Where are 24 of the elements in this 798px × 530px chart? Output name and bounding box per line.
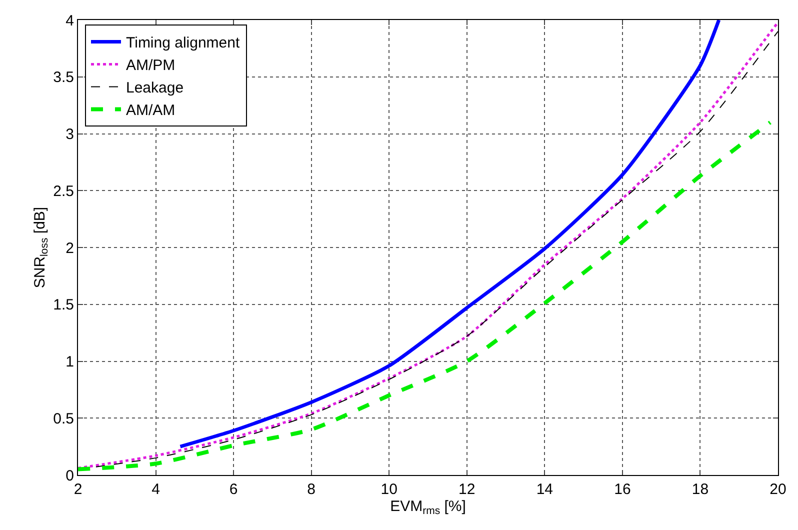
y-tick-label: 1 <box>66 354 74 370</box>
legend-label: AM/PM <box>126 57 176 74</box>
legend-label: AM/AM <box>126 102 176 120</box>
x-tick-label: 12 <box>458 481 476 498</box>
x-tick-label: 14 <box>536 481 554 498</box>
legend-label: Leakage <box>126 80 184 97</box>
x-tick-label: 6 <box>229 481 238 498</box>
y-tick-label: 0.5 <box>53 410 74 428</box>
y-tick-label: 0 <box>66 467 74 484</box>
x-tick-label: 10 <box>380 481 398 498</box>
x-tick-label: 18 <box>692 481 709 498</box>
x-tick-label: 8 <box>307 481 316 498</box>
line-series <box>78 120 772 472</box>
y-tick-label: 4 <box>66 12 74 30</box>
y-tick-label: 2.5 <box>53 182 74 200</box>
legend-label: Timing alignment <box>126 34 240 52</box>
y-tick-label: 1.5 <box>53 296 74 314</box>
x-tick-label: 4 <box>152 481 160 498</box>
x-tick-label: 16 <box>614 481 631 498</box>
y-tick-label: 3.5 <box>53 69 74 86</box>
x-axis-title: EVM$_{rms}$ [%] <box>390 498 466 518</box>
y-tick-label: 2 <box>66 240 74 257</box>
x-tick-label: 20 <box>770 481 786 498</box>
y-tick-label: 3 <box>66 126 74 143</box>
